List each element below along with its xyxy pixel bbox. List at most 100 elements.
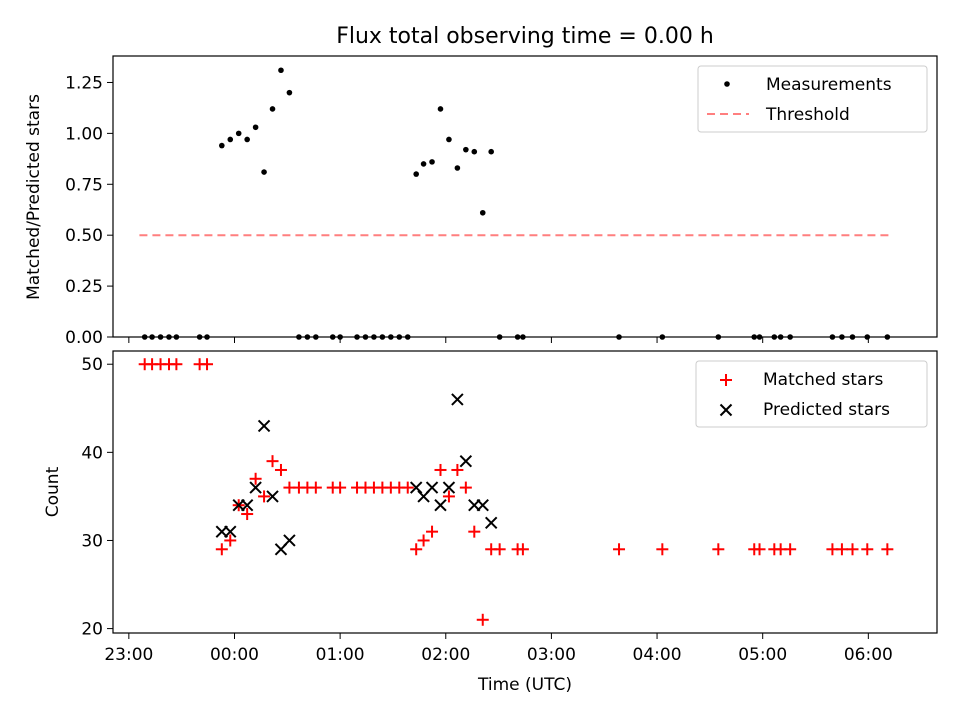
legend-measurements-label: Measurements <box>766 75 892 95</box>
measurement-point <box>219 142 225 149</box>
matched-star-point <box>881 543 894 556</box>
bottom-plot-frame <box>112 350 938 634</box>
measurement-point <box>413 171 419 177</box>
measurement-point <box>157 334 164 340</box>
measurement-point <box>388 334 394 340</box>
top-y-tick-label: 1.25 <box>65 73 103 93</box>
predicted-star-point <box>434 499 447 512</box>
measurement-point <box>454 165 461 171</box>
measurement-point <box>252 124 259 131</box>
measurement-point <box>313 334 319 340</box>
matched-star-point <box>215 543 228 556</box>
matched-star-point <box>426 525 439 538</box>
measurement-point <box>304 334 311 340</box>
measurement-point <box>244 136 250 143</box>
predicted-star-point <box>266 490 279 503</box>
bottom-y-tick-label: 40 <box>81 443 103 463</box>
matched-star-point <box>417 534 430 547</box>
measurement-point <box>829 334 836 340</box>
predicted-star-point <box>257 419 271 433</box>
predicted-star-point <box>425 481 439 494</box>
measurement-point <box>777 334 784 340</box>
top-x-ticks <box>128 337 869 343</box>
measurement-point <box>864 334 871 340</box>
measurement-point <box>715 334 722 340</box>
measurement-point <box>751 334 758 340</box>
x-tick-label: 03:00 <box>527 645 576 665</box>
measurement-points <box>141 67 891 340</box>
predicted-star-point <box>459 454 473 468</box>
matched-star-point <box>656 543 669 556</box>
measurement-point <box>616 334 622 340</box>
matched-star-points <box>138 358 894 626</box>
matched-star-point <box>493 543 506 556</box>
measurement-point <box>286 89 293 96</box>
legend-matched-label: Matched stars <box>763 370 883 390</box>
predicted-star-point <box>451 393 464 406</box>
measurement-point <box>520 334 526 340</box>
measurement-point <box>437 106 444 112</box>
measurement-point <box>362 334 369 340</box>
top-y-ticks: 0.00 0.25 0.50 0.75 1.00 1.25 <box>65 73 113 348</box>
measurement-point <box>839 334 845 340</box>
measurement-point <box>479 209 486 216</box>
top-y-tick-label: 0.50 <box>65 226 103 246</box>
x-tick-label: 04:00 <box>633 645 682 665</box>
measurement-point <box>379 334 386 340</box>
bottom-axes: 20 30 40 50 23:00 00:00 01:00 02:00 03:00 04:00 0… <box>43 350 938 695</box>
legend-predicted-marker <box>719 403 733 417</box>
matched-star-point <box>613 543 626 556</box>
top-y-tick-label: 1.00 <box>65 124 103 144</box>
measurement-point <box>337 334 343 340</box>
top-y-axis-label: Matched/Predicted stars <box>24 94 44 300</box>
matched-star-point <box>476 613 489 626</box>
predicted-star-point <box>283 534 296 547</box>
predicted-star-point <box>484 516 498 530</box>
x-axis-label: Time (UTC) <box>477 675 572 695</box>
matched-star-point <box>170 358 183 371</box>
matched-star-point <box>401 481 414 494</box>
predicted-star-point <box>240 499 254 512</box>
measurement-point <box>514 334 521 340</box>
matched-star-point <box>274 463 287 476</box>
predicted-star-point <box>249 481 262 494</box>
x-tick-label: 23:00 <box>104 645 153 665</box>
top-y-tick-label: 0.00 <box>65 328 103 348</box>
bottom-y-tick-label: 20 <box>81 620 103 640</box>
bottom-y-ticks: 20 30 40 50 <box>81 355 113 640</box>
matched-star-point <box>442 490 455 503</box>
measurement-point <box>141 334 148 340</box>
top-axes: 0.00 0.25 0.50 0.75 1.00 1.25 Matched/Predict… <box>24 55 938 348</box>
measurement-point <box>354 334 360 340</box>
matched-star-point <box>334 481 347 494</box>
legend-threshold-label: Threshold <box>765 105 850 125</box>
measurement-point <box>771 334 778 340</box>
matched-star-point <box>459 481 472 494</box>
top-y-tick-label: 0.75 <box>65 175 103 195</box>
measurement-point <box>196 334 203 340</box>
measurement-point <box>659 334 666 340</box>
measurement-point <box>756 334 763 340</box>
measurement-point <box>463 146 469 153</box>
matched-star-point <box>410 543 423 556</box>
x-tick-label: 06:00 <box>844 645 893 665</box>
matched-star-point <box>201 358 214 371</box>
measurement-point <box>404 334 411 340</box>
matched-star-point <box>468 525 481 538</box>
bottom-legend: Matched stars Predicted stars <box>695 360 928 428</box>
chart-title: Flux total observing time = 0.00 h <box>336 24 714 49</box>
bottom-x-ticks: 23:00 00:00 01:00 02:00 03:00 04:00 05:00 06:00 <box>104 633 893 665</box>
legend-predicted-label: Predicted stars <box>763 400 890 420</box>
top-y-tick-label: 0.25 <box>65 277 103 297</box>
measurement-point <box>166 334 172 340</box>
measurement-point <box>278 67 284 74</box>
matched-star-point <box>835 543 848 556</box>
predicted-star-point <box>409 481 423 494</box>
x-tick-label: 01:00 <box>316 645 365 665</box>
measurement-point <box>329 334 336 340</box>
measurement-point <box>420 161 427 167</box>
matched-star-point <box>224 534 237 547</box>
matched-star-point <box>451 463 464 476</box>
measurement-point <box>296 334 302 340</box>
